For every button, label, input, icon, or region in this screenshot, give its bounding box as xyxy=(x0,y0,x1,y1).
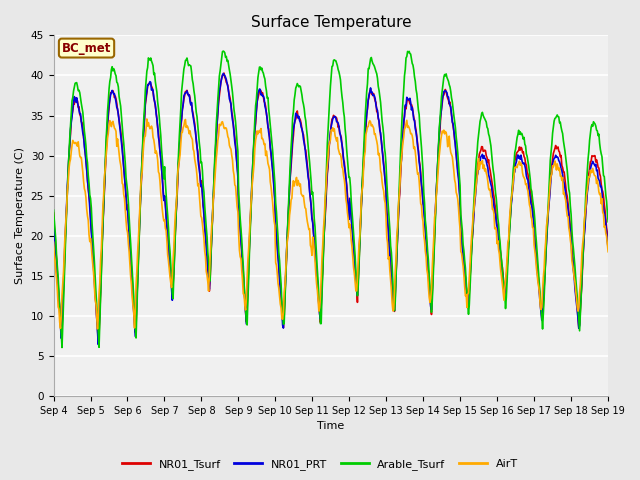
Text: BC_met: BC_met xyxy=(62,42,111,55)
Title: Surface Temperature: Surface Temperature xyxy=(250,15,411,30)
X-axis label: Time: Time xyxy=(317,421,344,432)
Y-axis label: Surface Temperature (C): Surface Temperature (C) xyxy=(15,147,25,284)
Legend: NR01_Tsurf, NR01_PRT, Arable_Tsurf, AirT: NR01_Tsurf, NR01_PRT, Arable_Tsurf, AirT xyxy=(118,455,522,474)
